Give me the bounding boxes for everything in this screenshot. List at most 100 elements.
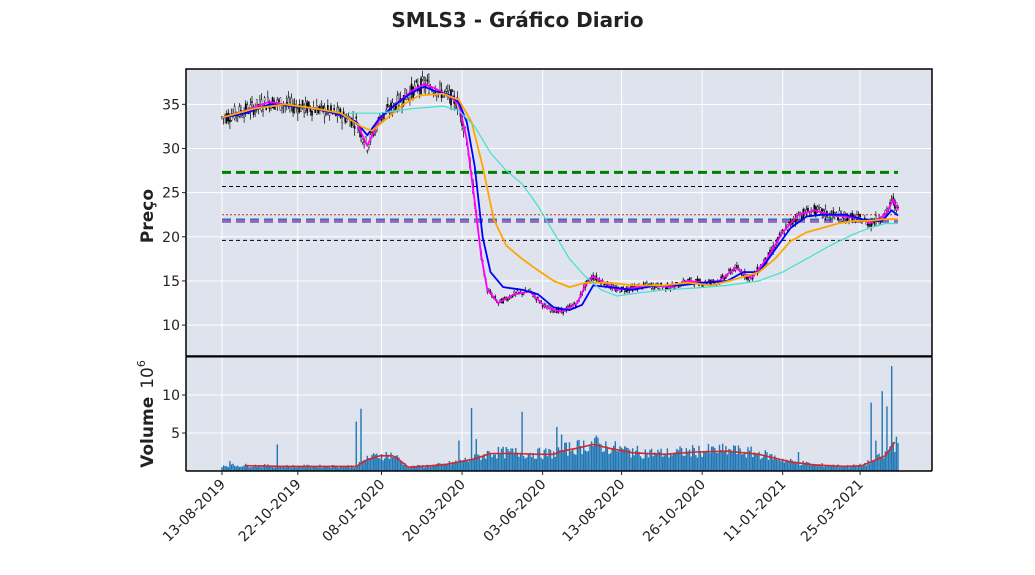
candle-body: [788, 222, 790, 224]
volume-bar: [439, 463, 441, 471]
volume-bar: [496, 458, 498, 471]
volume-bar: [641, 458, 643, 471]
volume-bar: [802, 460, 804, 471]
volume-bar: [731, 452, 733, 471]
volume-bar: [466, 460, 468, 471]
volume-bar: [519, 452, 522, 471]
volume-bar: [720, 450, 722, 471]
volume-bar: [759, 459, 762, 471]
volume-bar: [226, 466, 228, 471]
volume-bar: [395, 455, 397, 471]
volume-bar: [818, 464, 820, 471]
candle-body: [311, 110, 313, 116]
chart-title: SMLS3 - Gráfico Diario: [391, 8, 644, 32]
volume-bar: [350, 465, 353, 471]
volume-bar: [409, 466, 411, 471]
volume-bar: [494, 454, 496, 471]
candle-body: [860, 221, 863, 224]
volume-bar: [804, 464, 806, 471]
volume-bar: [284, 467, 286, 471]
volume-bar: [628, 449, 631, 471]
volume-bar: [238, 466, 241, 471]
volume-bar: [761, 457, 763, 471]
volume-bar: [609, 453, 612, 471]
volume-bar: [680, 448, 683, 471]
volume-bar: [428, 465, 430, 471]
volume-bar: [279, 466, 282, 471]
volume-bar: [875, 440, 877, 471]
volume-bar: [608, 454, 610, 471]
candle-body: [785, 225, 787, 228]
volume-bar: [316, 466, 318, 471]
price-y-ticks: 10 15 20 25 30 35: [162, 97, 186, 334]
volume-bar: [444, 464, 446, 471]
candle-body: [298, 104, 301, 113]
volume-bar: [564, 442, 566, 471]
volume-bar: [461, 461, 463, 471]
volume-bar: [540, 457, 542, 471]
volume-bar: [480, 460, 482, 471]
volume-bar: [763, 456, 765, 471]
horizontal-levels: [222, 170, 898, 241]
volume-bar: [584, 450, 586, 471]
volume-bar: [243, 465, 245, 471]
volume-bar: [300, 466, 302, 471]
volume-bar: [600, 444, 602, 471]
volume-bar: [826, 465, 828, 471]
volume-bar: [391, 457, 394, 471]
volume-bar: [575, 454, 577, 471]
volume-bar: [491, 457, 493, 471]
volume-bar: [704, 452, 707, 471]
volume-bar: [233, 465, 236, 471]
volume-bar: [755, 452, 757, 471]
candle-body: [344, 117, 346, 123]
volume-bar: [459, 459, 462, 471]
volume-bar: [474, 454, 476, 471]
x-tick-label: 03-06-2020: [481, 477, 550, 546]
volume-bar: [451, 462, 454, 471]
volume-bar: [770, 454, 773, 471]
volume-bar: [462, 460, 465, 471]
volume-bar: [791, 460, 793, 471]
candle-body: [421, 76, 424, 80]
volume-bar: [235, 466, 237, 471]
volume-y-ticks: 5 10: [162, 388, 186, 442]
volume-bar: [338, 467, 340, 471]
price-tick-label: 25: [162, 186, 180, 202]
volume-bar: [230, 464, 233, 471]
moving-average-line: [221, 85, 899, 311]
volume-bar: [477, 454, 479, 471]
volume-bar: [421, 465, 424, 471]
volume-bar: [292, 464, 294, 471]
volume-bar: [524, 458, 526, 471]
candle-body: [229, 119, 231, 123]
candle-body: [819, 207, 822, 212]
volume-bar: [793, 461, 795, 471]
candle-body: [241, 115, 244, 118]
volume-bar: [886, 406, 888, 471]
candle-body: [658, 287, 661, 290]
volume-bar: [557, 447, 560, 471]
volume-bar: [396, 455, 399, 471]
volume-bar: [892, 442, 894, 471]
volume-bar: [627, 447, 629, 471]
volume-bar: [674, 452, 676, 471]
volume-bar: [709, 453, 711, 471]
candle-body: [333, 108, 335, 110]
candle-body: [322, 105, 324, 112]
candle-body: [695, 279, 697, 281]
volume-bar: [851, 465, 853, 471]
volume-bar: [527, 453, 530, 471]
volume-bar: [560, 434, 563, 471]
volume-bar: [853, 464, 855, 471]
volume-bar: [666, 448, 669, 471]
volume-bar: [860, 466, 863, 471]
candle-body: [693, 284, 696, 286]
candle-body: [290, 98, 293, 106]
volume-bar: [894, 452, 896, 471]
candle-body: [800, 216, 803, 219]
volume-bar: [687, 451, 689, 471]
volume-bar: [707, 444, 710, 471]
volume-axis-label-text: Volume: [138, 397, 158, 468]
volume-bar: [295, 467, 297, 471]
